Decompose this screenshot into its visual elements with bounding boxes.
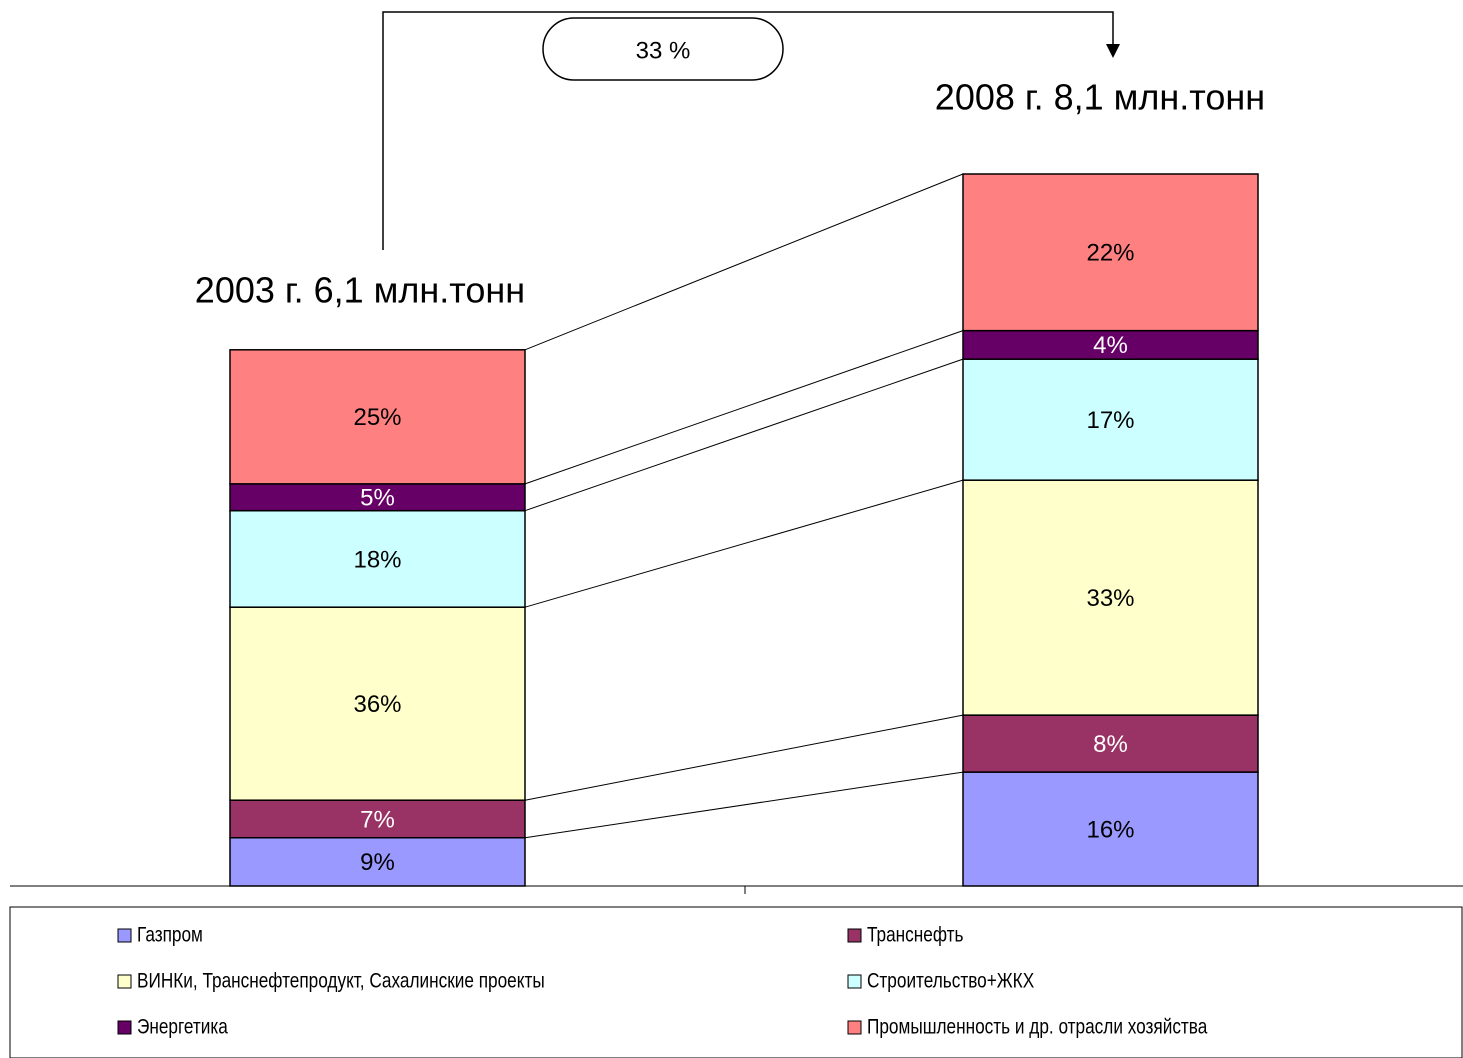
data-label: 36% [353, 691, 401, 718]
data-label: 8% [1093, 731, 1128, 758]
bar-segment [962, 714, 1259, 773]
connector-line [524, 771, 964, 839]
legend-swatch [847, 1020, 862, 1035]
data-label: 16% [1086, 816, 1134, 843]
bar-segment [962, 771, 1259, 887]
legend-swatch [847, 928, 862, 943]
legend-label: Промышленность и др. отрасли хозяйства [867, 1016, 1208, 1039]
category-label: 2008 г. 8,1 млн.тонн [935, 77, 1265, 118]
data-label: 5% [360, 485, 395, 512]
legend-label: Энергетика [137, 1016, 228, 1039]
bar-segment [229, 606, 526, 801]
legend-swatch [117, 928, 132, 943]
data-label: 4% [1093, 332, 1128, 359]
data-label: 33% [1086, 585, 1134, 612]
growth-arrow [382, 11, 1114, 250]
bar-segment [229, 483, 526, 512]
bar-segment [962, 329, 1259, 360]
connector-line [524, 330, 964, 485]
legend-label: ВИНКи, Транснефтепродукт, Сахалинские пр… [137, 970, 545, 993]
bar-segment [962, 358, 1259, 481]
arrow-head [1106, 44, 1120, 58]
data-label: 7% [360, 806, 395, 833]
category-label: 2003 г. 6,1 млн.тонн [195, 270, 525, 311]
legend-label: Строительство+ЖКХ [867, 970, 1034, 993]
legend-swatch [117, 974, 132, 989]
connector-line [524, 173, 964, 351]
legend-swatch [847, 974, 862, 989]
annotation: 33 % [636, 37, 691, 64]
connector-line [524, 714, 964, 801]
data-label: 18% [353, 546, 401, 573]
bar-segment [229, 349, 526, 485]
legend-label: Транснефть [867, 924, 963, 947]
data-label: 25% [353, 404, 401, 431]
bar-segment [962, 479, 1259, 716]
bar-segment [962, 173, 1259, 332]
bar-segment [229, 509, 526, 608]
legend-label: Газпром [137, 924, 203, 947]
data-label: 9% [360, 849, 395, 876]
data-label: 22% [1086, 240, 1134, 267]
legend-box [9, 906, 1463, 1058]
annotation-box [542, 17, 784, 81]
connector-line [524, 358, 964, 512]
connector-line [524, 479, 964, 608]
legend-swatch [117, 1020, 132, 1035]
data-label: 17% [1086, 407, 1134, 434]
